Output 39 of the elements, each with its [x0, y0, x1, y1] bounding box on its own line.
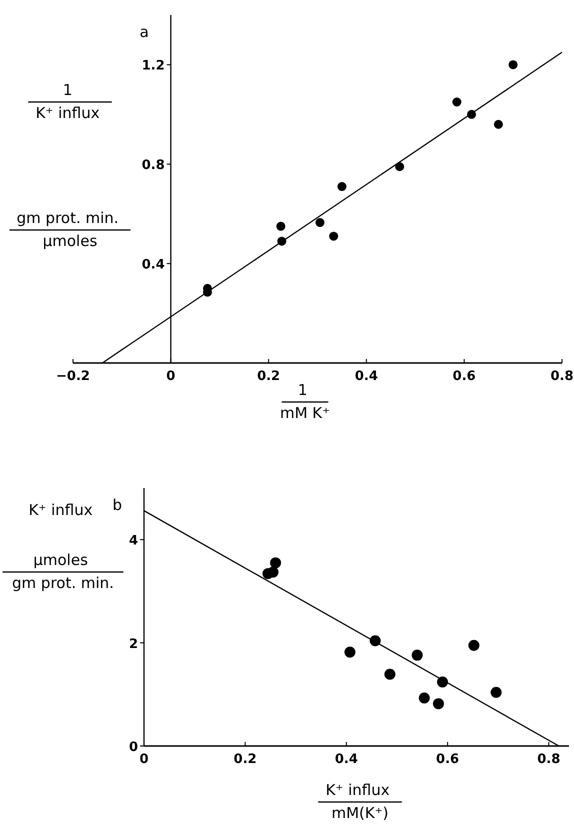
- y-tick-label: 2: [128, 636, 138, 652]
- point: [270, 557, 282, 568]
- point: [315, 218, 324, 228]
- x-tick-label: −0.2: [56, 369, 90, 384]
- text: 1 K⁺ influx gm prot. min. µmoles: [16, 81, 119, 250]
- point: [337, 182, 346, 192]
- y-tick-label: 0.8: [142, 158, 165, 174]
- y-tick-label: 4: [128, 534, 138, 549]
- y-tick-label: 0: [128, 740, 138, 755]
- point: [329, 232, 338, 241]
- x-tick-label: 0.8: [550, 369, 574, 384]
- x-tick-label: 0.4: [334, 752, 358, 767]
- x-tick-label: 0.2: [257, 369, 280, 384]
- point: [432, 698, 444, 710]
- text: b: [112, 496, 122, 514]
- x-tick-label: 0.4: [354, 369, 378, 384]
- x-tick-label: 0.6: [452, 369, 476, 384]
- x-tick-label: 0.6: [436, 752, 460, 767]
- x-axis-title: 1 mM K⁺: [280, 381, 330, 422]
- point: [418, 692, 430, 704]
- point: [508, 60, 518, 70]
- point: [276, 222, 286, 231]
- point: [384, 668, 396, 680]
- x-tick-label: 0.2: [234, 752, 257, 767]
- point: [494, 120, 503, 129]
- point: [395, 162, 404, 172]
- point: [268, 566, 279, 578]
- point: [490, 686, 502, 698]
- x-axis-title: K⁺ influx mM(K⁺): [326, 781, 394, 822]
- y-tick-label: 0.4: [142, 258, 165, 273]
- x-tick-label: 0.8: [537, 752, 560, 767]
- point: [452, 98, 462, 106]
- y-tick-label: 1.2: [142, 58, 165, 74]
- text: a: [140, 23, 149, 41]
- text: K⁺ influx µmoles gm prot. min.: [12, 501, 114, 592]
- point: [412, 650, 423, 661]
- point: [468, 640, 480, 651]
- point: [344, 646, 356, 658]
- x-tick-label: 0: [166, 369, 176, 384]
